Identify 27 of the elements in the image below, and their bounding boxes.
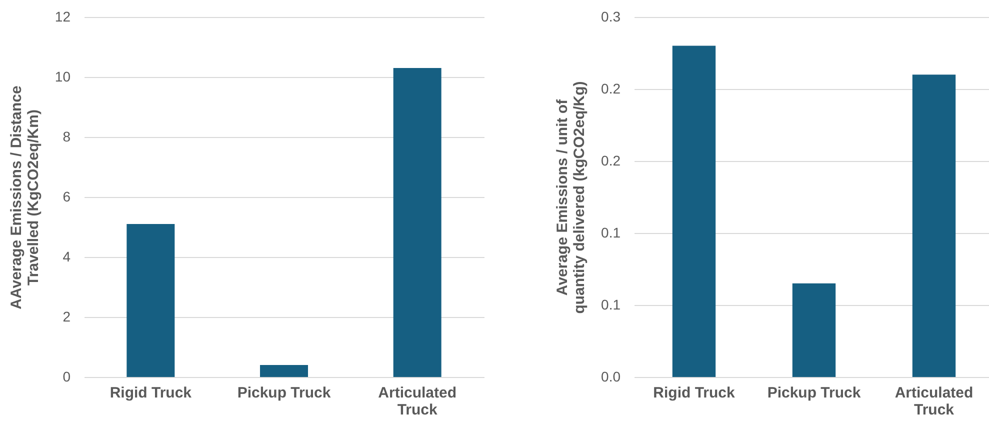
y-tick-label: 0.2 (601, 152, 621, 168)
y-tick-label: 10 (54, 68, 71, 84)
bar (672, 46, 716, 377)
y-tick-label: 6 (62, 188, 71, 204)
bar (126, 224, 175, 377)
y-tick-label: 0.2 (601, 80, 621, 96)
bar (912, 74, 956, 377)
x-tick-label: Articulated Truck (378, 384, 457, 418)
y-tick-label: 0.1 (601, 296, 621, 312)
y-tick-label: 0.1 (601, 224, 621, 240)
y-tick-label: 0.0 (601, 368, 621, 384)
y-axis-title: AAverage Emissions / Distance Travelled (KgCO2eq/Km) (8, 86, 42, 310)
y-axis-title: Average Emissions / unit of quantity delivered (kgCO2eq/Kg) (554, 81, 588, 314)
bar (260, 365, 308, 377)
x-tick-label: Rigid Truck (110, 384, 192, 402)
x-tick-label: Pickup Truck (767, 384, 862, 402)
bar (792, 283, 836, 377)
x-tick-label: Pickup Truck (237, 384, 332, 402)
y-tick-label: 0.3 (601, 8, 621, 24)
y-tick-label: 12 (54, 8, 71, 24)
bar (393, 68, 442, 377)
x-tick-label: Articulated Truck (894, 384, 974, 418)
y-tick-label: 8 (62, 128, 71, 144)
y-tick-label: 0 (62, 368, 71, 384)
x-tick-label: Rigid Truck (653, 384, 736, 402)
y-tick-label: 4 (62, 248, 71, 264)
y-tick-label: 2 (62, 308, 71, 324)
